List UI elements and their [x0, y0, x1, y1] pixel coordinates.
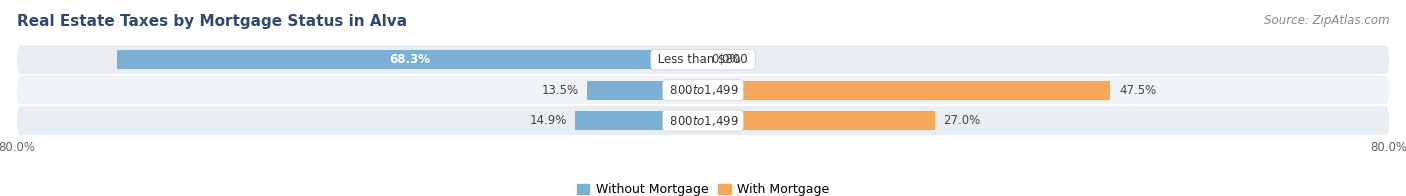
Bar	[703, 81, 1111, 100]
Text: $800 to $1,499: $800 to $1,499	[666, 83, 740, 97]
Text: 68.3%: 68.3%	[389, 53, 430, 66]
Text: 13.5%: 13.5%	[541, 84, 579, 97]
Text: 14.9%: 14.9%	[529, 114, 567, 127]
Text: Less than $800: Less than $800	[654, 53, 752, 66]
FancyBboxPatch shape	[17, 76, 1389, 105]
Text: Real Estate Taxes by Mortgage Status in Alva: Real Estate Taxes by Mortgage Status in …	[17, 14, 406, 29]
Text: 27.0%: 27.0%	[943, 114, 980, 127]
Text: 0.0%: 0.0%	[711, 53, 741, 66]
Bar	[575, 111, 703, 130]
Legend: Without Mortgage, With Mortgage: Without Mortgage, With Mortgage	[574, 181, 832, 196]
FancyBboxPatch shape	[17, 45, 1389, 74]
Bar	[588, 81, 703, 100]
Text: 47.5%: 47.5%	[1119, 84, 1156, 97]
Bar	[703, 111, 935, 130]
Text: $800 to $1,499: $800 to $1,499	[666, 113, 740, 128]
Bar	[117, 50, 703, 69]
FancyBboxPatch shape	[17, 106, 1389, 135]
Text: Source: ZipAtlas.com: Source: ZipAtlas.com	[1264, 14, 1389, 27]
